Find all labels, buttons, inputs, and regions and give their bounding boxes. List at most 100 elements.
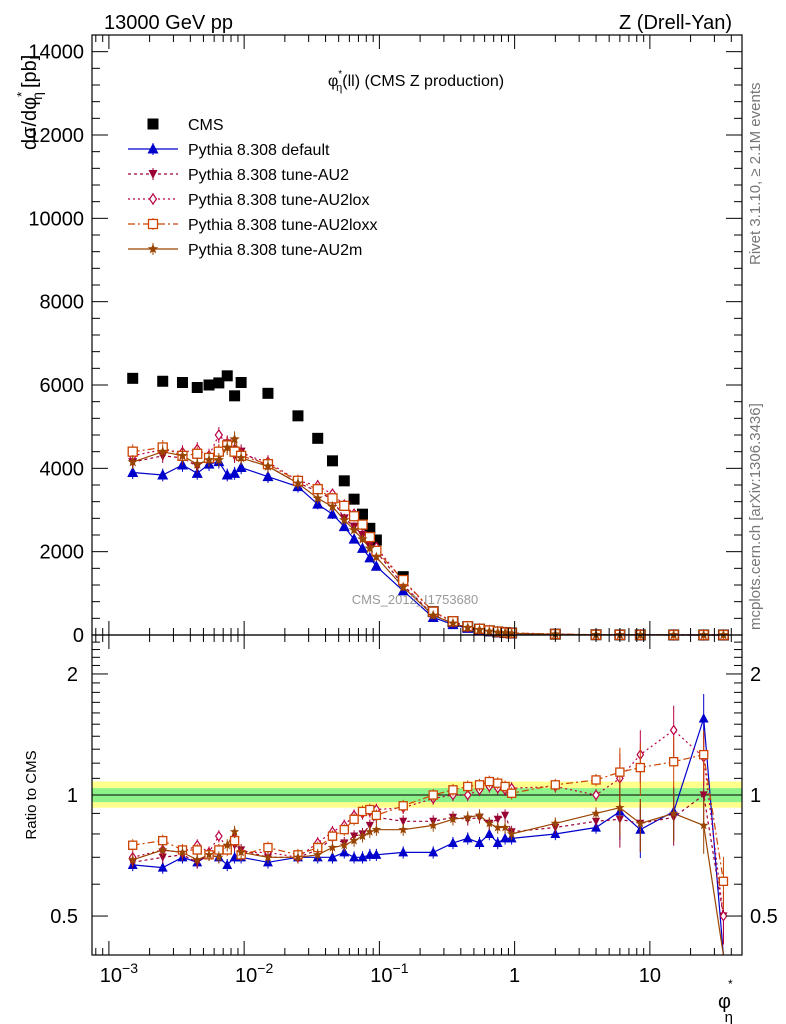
legend-label-pythia-8-308-tune-au2m: Pythia 8.308 tune-AU2m — [188, 242, 362, 259]
main-point-pythia-8-308-tune-au2m — [339, 514, 350, 525]
main-point-pythia-8-308-tune-au2loxx — [192, 448, 203, 459]
ratio-point-pythia-8-308-tune-au2m — [128, 854, 138, 864]
main-point-pythia-8-308-tune-au2m — [398, 581, 409, 592]
ratio-point-pythia-8-308-tune-au2m — [236, 847, 246, 857]
ratio-point-pythia-8-308-tune-au2loxx — [365, 804, 375, 815]
main-point-pythia-8-308-tune-au2m — [462, 622, 473, 633]
ratio-y-tick-label: 1 — [67, 785, 78, 807]
main-point-pythia-8-308-tune-au2m — [348, 524, 360, 535]
main-point-cms — [191, 382, 203, 393]
series-lines — [132, 433, 724, 956]
main-point-pythia-8-308-tune-au2loxx — [348, 511, 360, 522]
main-point-pythia-8-308-tune-au2m — [292, 477, 304, 488]
ratio-point-pythia-8-308-tune-au2lox — [214, 830, 223, 842]
ratio-point-pythia-8-308-default — [222, 859, 233, 869]
x-tick-label: 10−2 — [235, 960, 273, 987]
main-point-cms — [370, 534, 382, 546]
main-point-pythia-8-308-tune-au2m — [127, 456, 138, 467]
main-point-pythia-8-308-default — [262, 470, 274, 482]
process-label: Z (Drell-Yan) — [619, 12, 732, 34]
main-y-tick-label: 2000 — [40, 542, 85, 564]
main-y-tick-label: 0 — [73, 625, 84, 647]
ratio-point-pythia-8-308-tune-au2loxx — [263, 842, 273, 853]
ratio-point-pythia-8-308-tune-au2m — [222, 840, 232, 850]
ratio-point-pythia-8-308-tune-au2loxx — [591, 775, 601, 785]
ratio-point-pythia-8-308-default — [474, 837, 485, 847]
main-point-pythia-8-308-default — [157, 469, 169, 480]
legend-marker-pythia-8-308-tune-au2 — [148, 170, 158, 179]
main-point-pythia-8-308-tune-au2lox — [214, 428, 224, 442]
ratio-point-pythia-8-308-tune-au2loxx — [128, 840, 138, 850]
ratio-point-pythia-8-308-tune-au2loxx — [635, 762, 646, 773]
ratio-point-pythia-8-308-default — [364, 849, 375, 859]
ratio-point-pythia-8-308-tune-au2m — [669, 808, 679, 818]
main-point-pythia-8-308-default — [326, 508, 338, 519]
ratio-point-pythia-8-308-tune-au2loxx — [463, 781, 473, 792]
main-point-pythia-8-308-tune-au2m — [229, 433, 240, 444]
ratio-point-pythia-8-308-tune-au2 — [399, 817, 408, 826]
ratio-point-pythia-8-308-tune-au2m — [506, 829, 517, 838]
legend: CMS Pythia 8.308 default Pythia 8.308 tune… — [128, 117, 377, 259]
axis-ticks — [92, 34, 742, 956]
ratio-point-pythia-8-308-tune-au2m — [448, 814, 458, 824]
main-point-pythia-8-308-default — [229, 467, 241, 478]
ratio-point-pythia-8-308-tune-au2loxx — [550, 780, 561, 790]
ratio-y-tick-label: 0.5 — [50, 906, 78, 928]
main-point-pythia-8-308-tune-au2m — [157, 446, 168, 457]
ratio-point-pythia-8-308-tune-au2m — [493, 822, 503, 832]
ratio-y-tick-label: 2 — [67, 664, 78, 686]
ratio-point-pythia-8-308-tune-au2m — [313, 849, 323, 859]
main-point-pythia-8-308-tune-au2loxx — [364, 531, 375, 543]
axis-tick-labels: 10−3 10−2 10−1 1 100200040006000800010000120… — [28, 42, 777, 987]
main-point-cms — [348, 493, 360, 505]
main-point-pythia-8-308-default — [127, 466, 139, 477]
main-point-cms — [262, 387, 274, 399]
main-point-pythia-8-308-tune-au2m — [474, 624, 485, 635]
ratio-point-pythia-8-308-tune-au2loxx — [500, 781, 510, 792]
main-point-pythia-8-308-tune-au2m — [447, 617, 459, 628]
main-point-pythia-8-308-tune-au2loxx — [357, 519, 368, 530]
ratio-point-pythia-8-308-tune-au2lox — [463, 789, 472, 801]
ratio-point-pythia-8-308-tune-au2m — [699, 820, 709, 830]
main-point-cms — [213, 377, 225, 389]
main-point-pythia-8-308-tune-au2m — [428, 609, 439, 620]
ratio-point-pythia-8-308-tune-au2m — [204, 849, 214, 859]
main-point-cms — [292, 410, 304, 422]
main-point-pythia-8-308-tune-au2m — [327, 501, 338, 512]
ratio-point-pythia-8-308-default — [339, 846, 350, 857]
ratio-point-pythia-8-308-tune-au2loxx — [698, 749, 709, 760]
rivet-version-label: Rivet 3.1.10, ≥ 2.1M events — [747, 83, 764, 266]
mcplots-reference-label: mcplots.cern.ch [arXiv:1306.3436] — [747, 403, 764, 630]
ratio-point-pythia-8-308-tune-au2m — [365, 826, 375, 836]
main-point-cms — [176, 377, 188, 388]
x-tick-label: 1 — [509, 965, 520, 987]
legend-label-pythia-8-308-tune-au2: Pythia 8.308 tune-AU2 — [188, 167, 349, 184]
ratio-point-pythia-8-308-default — [698, 713, 709, 723]
ratio-point-pythia-8-308-tune-au2loxx — [398, 801, 408, 811]
ratio-point-pythia-8-308-tune-au2loxx — [192, 845, 202, 855]
main-point-cms — [221, 370, 233, 382]
x-tick-label: 10 — [639, 965, 661, 987]
ratio-point-pythia-8-308-default — [398, 846, 409, 857]
energy-label: 13000 GeV pp — [104, 12, 233, 34]
main-y-tick-label: 14000 — [28, 42, 84, 64]
main-point-pythia-8-308-default — [348, 533, 360, 544]
ratio-point-pythia-8-308-tune-au2m — [474, 810, 485, 820]
main-point-pythia-8-308-tune-au2m — [213, 454, 225, 465]
ratio-point-pythia-8-308-tune-au2m — [158, 845, 168, 854]
ratio-point-pythia-8-308-tune-au2loxx — [474, 780, 485, 790]
main-point-pythia-8-308-tune-au2m — [177, 450, 188, 461]
ratio-point-pythia-8-308-default — [157, 862, 168, 872]
ratio-point-pythia-8-308-default — [448, 837, 458, 847]
main-point-pythia-8-308-default — [356, 542, 368, 553]
ratio-point-pythia-8-308-tune-au2m — [500, 822, 510, 832]
ratio-point-pythia-8-308-tune-au2m — [229, 826, 240, 836]
ratio-point-pythia-8-308-default — [462, 832, 473, 843]
ratio-point-pythia-8-308-default — [371, 849, 382, 859]
main-point-pythia-8-308-tune-au2m — [222, 442, 233, 452]
ratio-point-pythia-8-308-tune-au2 — [699, 791, 708, 800]
main-point-pythia-8-308-default — [370, 560, 382, 571]
ratio-point-pythia-8-308-tune-au2loxx — [158, 835, 168, 846]
ratio-point-pythia-8-308-tune-au2loxx — [349, 814, 359, 825]
